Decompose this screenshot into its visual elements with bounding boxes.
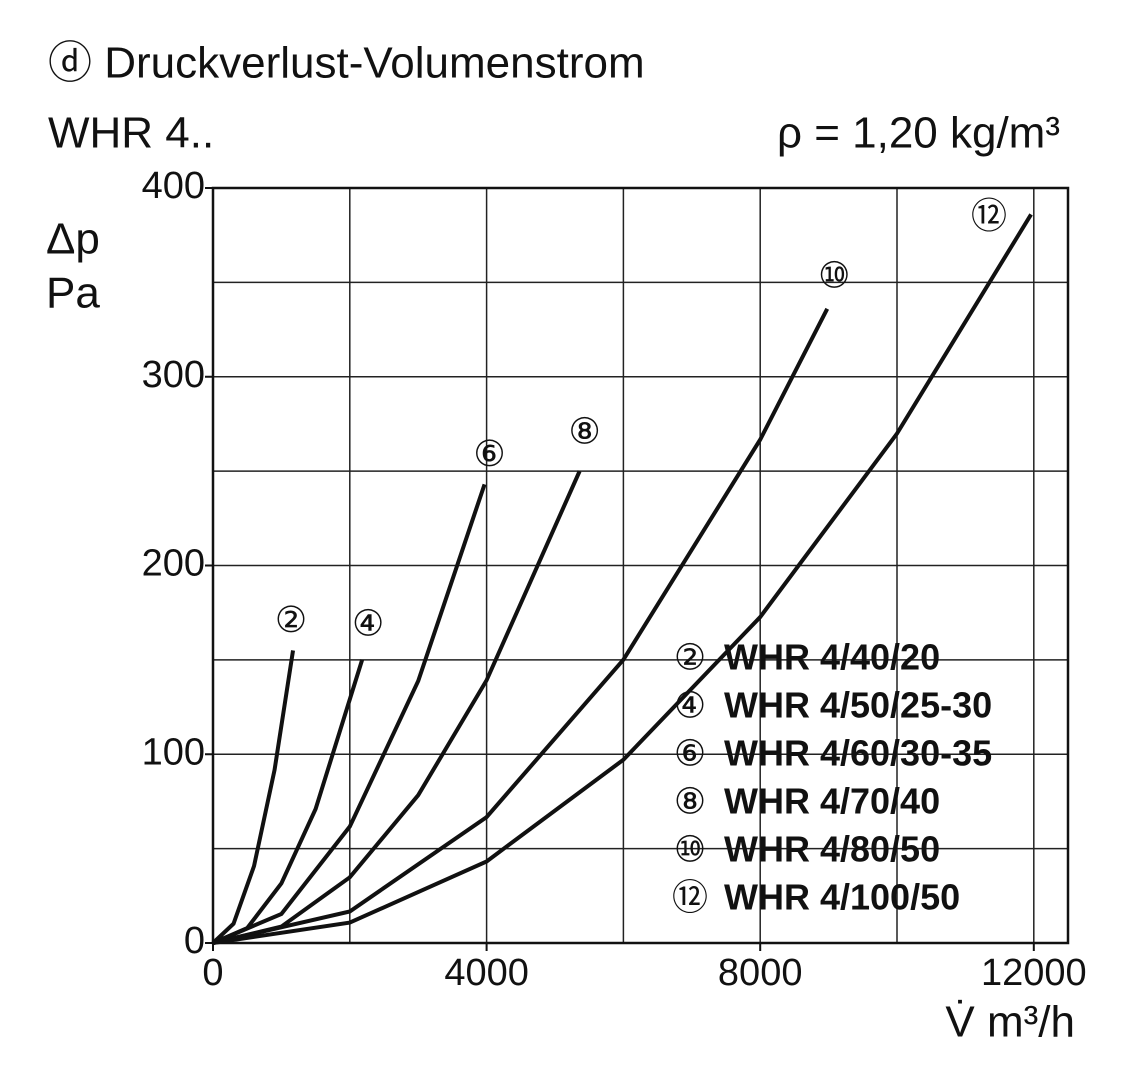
legend-label: WHR 4/70/40: [724, 781, 940, 822]
legend-label: WHR 4/80/50: [724, 829, 940, 870]
y-tick-label: 100: [142, 731, 205, 773]
y-axis-label: Δp: [46, 215, 100, 264]
legend-symbol: ⑫: [672, 877, 708, 918]
legend-symbol: ④: [674, 685, 706, 726]
legend-label: WHR 4/60/30-35: [724, 733, 992, 774]
legend-symbol: ②: [674, 637, 706, 678]
curve: [212, 470, 582, 945]
legend-label: WHR 4/40/20: [724, 637, 940, 678]
curve: [212, 213, 1033, 945]
x-tick-label: 4000: [444, 952, 529, 994]
curve: [212, 659, 365, 945]
curve-label: ⑫: [971, 195, 1007, 236]
legend-symbol: ⑥: [674, 733, 706, 774]
x-axis-label: V̇ m³/h: [945, 998, 1075, 1047]
curve-label: ②: [275, 599, 307, 640]
x-tick-label: 0: [202, 952, 223, 994]
y-tick-label: 0: [184, 920, 205, 962]
y-tick-label: 200: [142, 543, 205, 585]
y-tick-label: 300: [142, 354, 205, 396]
legend-symbol: ⑧: [674, 781, 706, 822]
density-annotation: ρ = 1,20 kg/m³: [777, 109, 1060, 158]
curve-label: ⑥: [473, 433, 505, 474]
legend-symbol: ⑩: [674, 829, 706, 870]
chart-subtitle: WHR 4..: [48, 109, 214, 158]
legend-label: WHR 4/50/25-30: [724, 685, 992, 726]
curve-label: ⑩: [818, 254, 850, 295]
y-axis-unit: Pa: [46, 269, 100, 318]
y-tick-label: 400: [142, 165, 205, 207]
curve-label: ⑧: [568, 411, 600, 452]
curve: [212, 307, 830, 945]
curve-label: ④: [352, 602, 384, 643]
curve: [212, 483, 487, 945]
x-tick-label: 8000: [718, 952, 803, 994]
x-tick-label: 12000: [981, 952, 1087, 994]
chart-title: ⓓ Druckverlust-Volumenstrom: [48, 39, 645, 88]
legend-label: WHR 4/100/50: [724, 877, 960, 918]
curve: [211, 650, 296, 945]
